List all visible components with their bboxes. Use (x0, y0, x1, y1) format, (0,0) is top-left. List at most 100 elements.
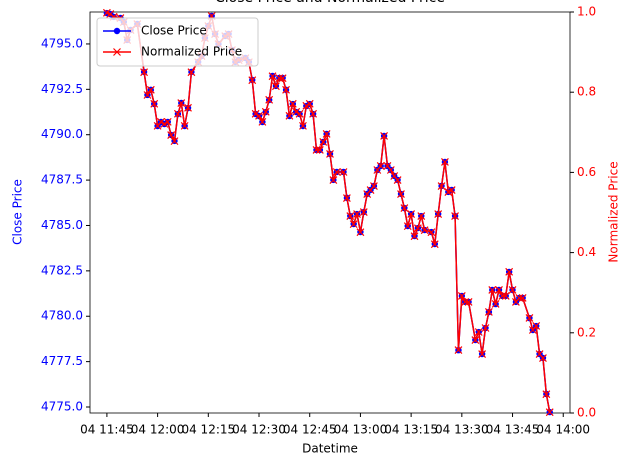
point (488, 285, 497, 294)
point (498, 291, 507, 300)
point (393, 176, 402, 184)
y-axis-label: Close Price (11, 179, 25, 245)
point (305, 99, 314, 108)
point (471, 336, 480, 344)
point (170, 137, 179, 146)
point (505, 267, 514, 276)
legend-label: Close Price (141, 24, 207, 38)
point (454, 346, 463, 354)
y2-axis-label: Normalized Price (607, 161, 621, 262)
point (150, 99, 159, 108)
point (299, 121, 307, 130)
point (356, 228, 365, 237)
point (271, 82, 280, 91)
point (329, 176, 338, 184)
point (447, 186, 456, 194)
point (430, 240, 439, 249)
series (103, 9, 553, 416)
point (400, 204, 409, 213)
point (339, 168, 348, 176)
point (397, 190, 405, 198)
point (532, 322, 541, 330)
y-tick-label: 4790.0 (41, 127, 83, 141)
y2-tick-label: 0.2 (577, 325, 596, 339)
y2-tick-label: 1.0 (577, 5, 596, 19)
point (282, 85, 290, 94)
chart-title: Close Price and Normalized Price (215, 0, 445, 6)
point (140, 68, 149, 77)
x-tick-label: 04 12:30 (232, 423, 286, 437)
point (278, 74, 287, 83)
point (248, 76, 257, 85)
point (417, 212, 426, 221)
point (285, 111, 294, 120)
point (177, 99, 186, 107)
point (508, 285, 517, 294)
plot-frame (89, 11, 571, 414)
point (342, 194, 351, 202)
point (288, 99, 297, 108)
point (539, 354, 547, 362)
y-tick-label: 4795.0 (41, 36, 83, 50)
point (410, 232, 419, 241)
point (501, 291, 510, 300)
point (146, 85, 155, 94)
point (265, 95, 274, 104)
series (102, 8, 554, 417)
y-tick-label: 4777.5 (41, 354, 83, 368)
point (427, 228, 436, 237)
point (434, 210, 443, 219)
x-tick-label: 04 13:00 (334, 423, 388, 437)
x-tick-label: 04 12:45 (283, 423, 337, 437)
point (457, 291, 466, 300)
point (184, 103, 192, 112)
x-tick-label: 04 12:15 (181, 423, 235, 437)
y-tick-label: 4775.0 (41, 400, 83, 414)
point (441, 158, 449, 166)
point (167, 131, 176, 140)
point (484, 308, 493, 316)
point (173, 109, 182, 118)
point (268, 72, 277, 81)
x-tick-label: 04 13:45 (486, 423, 540, 437)
point (359, 208, 368, 217)
x-tick-label: 04 13:15 (384, 423, 438, 437)
point (420, 226, 429, 235)
point (437, 182, 446, 190)
point (474, 328, 483, 336)
point (478, 350, 487, 358)
y2-tick-label: 0.4 (577, 245, 596, 259)
y2-tick-label: 0.0 (577, 406, 596, 420)
point (542, 390, 551, 399)
point (525, 314, 534, 322)
point (315, 146, 324, 154)
legend-box (96, 17, 259, 67)
point (413, 224, 422, 233)
point (180, 121, 189, 130)
point (407, 210, 416, 219)
point (518, 293, 527, 302)
point (376, 162, 385, 170)
point (261, 107, 270, 116)
point (295, 109, 304, 118)
point (495, 285, 503, 294)
point (353, 210, 361, 219)
point (370, 182, 378, 190)
point (255, 111, 263, 120)
point (322, 129, 331, 138)
x-axis-label: Datetime (302, 442, 358, 456)
x-tick-label: 04 14:00 (536, 423, 590, 437)
y-tick-label: 4792.5 (41, 82, 83, 96)
point (386, 166, 395, 174)
y2-tick-label: 0.6 (577, 165, 596, 179)
point (113, 48, 121, 56)
point (481, 324, 490, 332)
point (464, 297, 473, 306)
point (275, 74, 284, 83)
point (346, 212, 355, 221)
point (332, 168, 341, 176)
x-tick-label: 04 13:30 (435, 423, 489, 437)
point (461, 297, 470, 306)
point (545, 408, 554, 417)
